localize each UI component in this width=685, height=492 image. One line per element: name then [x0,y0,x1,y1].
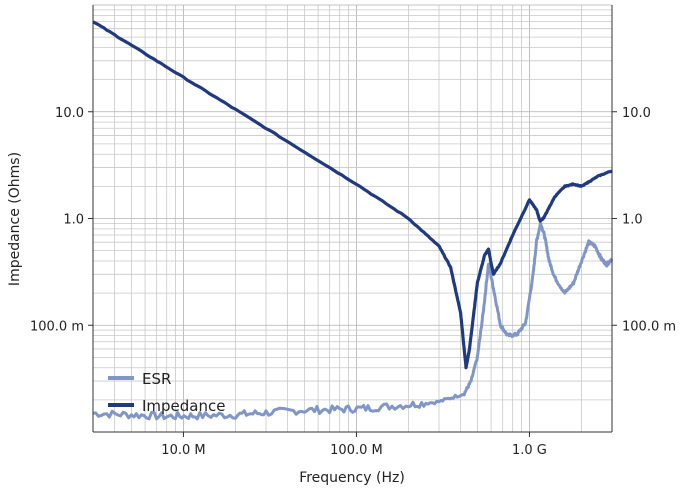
y-tick-label-left: 1.0 [63,213,84,228]
x-axis-title: Frequency (Hz) [299,470,405,486]
x-tick-label: 10.0 M [161,443,205,458]
y-tick-label-left: 10.0 [55,106,84,121]
y-axis-title: Impedance (Ohms) [7,152,23,286]
legend-label-impedance: Impedance [142,397,225,415]
x-tick-label: 1.0 G [512,443,547,458]
y-tick-label-right: 10.0 [622,106,651,121]
y-tick-label-right: 100.0 m [622,319,676,334]
y-tick-label-left: 100.0 m [30,319,84,334]
series-layer [92,20,614,421]
tick-labels: 10.0 M 100.0 M 1.0 G 100.0 m 100.0 m 1.0 1.0 10… [30,106,676,458]
series-line-esr [92,221,614,421]
x-tick-label: 100.0 M [330,443,383,458]
y-tick-label-right: 1.0 [622,213,643,228]
legend-label-esr: ESR [142,370,171,388]
series-line-impedance [92,20,613,370]
legend: ESR Impedance [108,370,225,415]
